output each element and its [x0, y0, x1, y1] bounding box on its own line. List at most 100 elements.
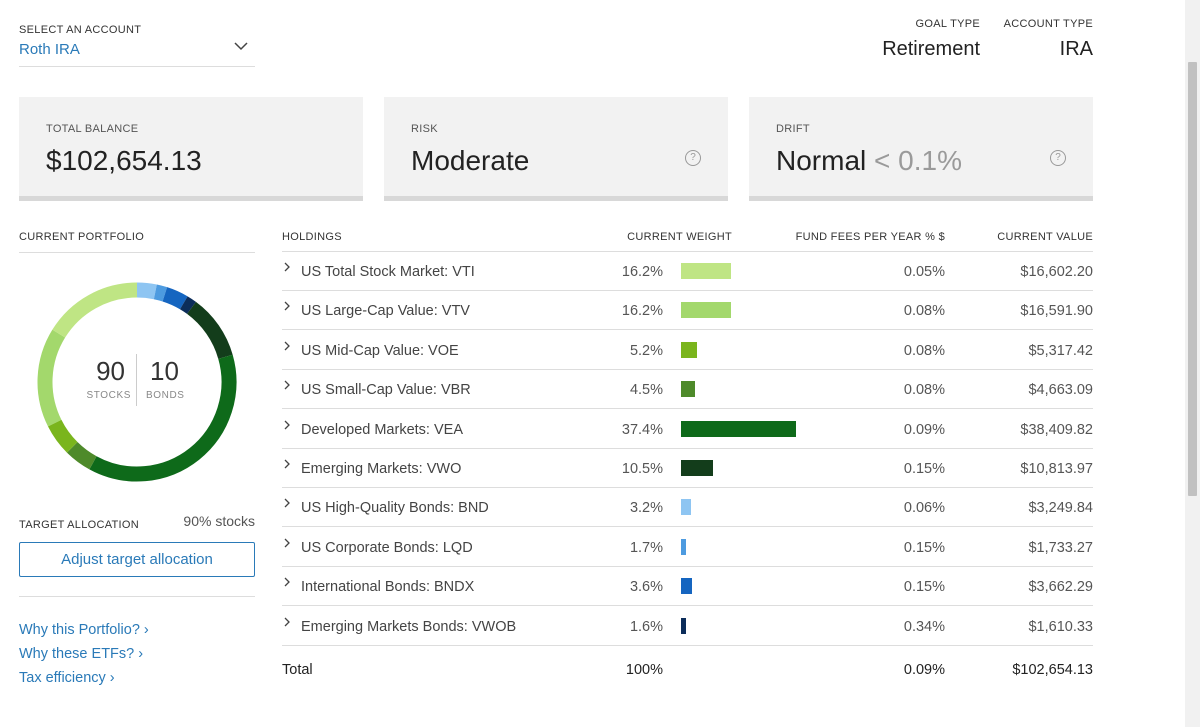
- divider: [19, 596, 255, 597]
- allocation-split: 90 STOCKS 10 BONDS: [35, 280, 239, 484]
- chevron-right-icon[interactable]: [282, 496, 292, 510]
- chevron-right-icon[interactable]: [282, 260, 292, 274]
- holding-value: $38,409.82: [1020, 421, 1093, 438]
- holding-value: $1,610.33: [1028, 618, 1093, 635]
- chevron-right-icon[interactable]: [282, 457, 292, 471]
- chevron-right-icon[interactable]: [282, 299, 292, 313]
- holding-weight: 10.5%: [621, 461, 663, 477]
- stocks-label: STOCKS: [86, 390, 131, 401]
- current-portfolio-label: CURRENT PORTFOLIO: [19, 231, 255, 253]
- chevron-right-icon[interactable]: [282, 536, 292, 550]
- weight-bar: [681, 381, 695, 398]
- holding-value: $5,317.42: [1028, 342, 1093, 359]
- donut-segment: [136, 282, 157, 300]
- drift-detail: < 0.1%: [874, 145, 962, 176]
- holding-value: $4,663.09: [1028, 382, 1093, 399]
- holding-weight: 3.2%: [629, 500, 663, 517]
- holding-weight: 37.4%: [621, 421, 663, 438]
- donut-segment: [89, 354, 237, 482]
- chevron-right-icon[interactable]: [282, 378, 292, 392]
- holding-weight: 16.2%: [621, 303, 663, 320]
- risk-label: RISK: [411, 123, 438, 135]
- target-allocation-value: 90% stocks: [183, 513, 255, 529]
- chevron-right-icon[interactable]: [282, 418, 292, 432]
- bonds-percent: 10: [150, 356, 179, 386]
- donut-segment: [52, 282, 138, 338]
- table-row[interactable]: International Bonds: BNDX 3.6% 0.15% $3,662…: [282, 567, 1093, 607]
- holding-name: Emerging Markets: VWO: [301, 461, 462, 477]
- total-balance-value: $102,654.13: [46, 145, 202, 176]
- account-selector-label: SELECT AN ACCOUNT: [19, 24, 142, 36]
- holding-name: Emerging Markets Bonds: VWOB: [301, 618, 517, 635]
- holding-weight: 4.5%: [629, 382, 663, 399]
- risk-card: RISK Moderate ?: [384, 97, 728, 201]
- chevron-right-icon[interactable]: [282, 615, 292, 629]
- table-row[interactable]: US Large-Cap Value: VTV 16.2% 0.08% $16,591…: [282, 291, 1093, 331]
- split-divider: [136, 354, 137, 406]
- table-row[interactable]: Developed Markets: VEA 37.4% 0.09% $38,409.…: [282, 410, 1093, 449]
- holding-name: US Small-Cap Value: VBR: [301, 382, 471, 399]
- table-row[interactable]: Emerging Markets: VWO 10.5% 0.15% $10,813.9…: [282, 449, 1093, 488]
- donut-segment: [47, 419, 78, 453]
- total-label: Total: [282, 662, 313, 678]
- goal-type: GOAL TYPE Retirement: [882, 18, 980, 61]
- target-allocation-label: TARGET ALLOCATION: [19, 519, 140, 531]
- holdings-header: HOLDINGS: [282, 231, 342, 243]
- donut-segment: [162, 287, 188, 310]
- header-divider: [282, 251, 1093, 252]
- weight-bar: [681, 460, 714, 476]
- weight-bar: [681, 538, 687, 555]
- holding-weight: 1.7%: [629, 539, 663, 556]
- current-value-header: CURRENT VALUE: [997, 231, 1093, 243]
- chevron-down-icon[interactable]: [233, 39, 249, 53]
- table-row[interactable]: US High-Quality Bonds: BND 3.2% 0.06% $3,24…: [282, 488, 1093, 528]
- current-weight-header: CURRENT WEIGHT: [627, 231, 732, 243]
- goal-type-value: Retirement: [882, 38, 980, 60]
- holding-name: US Total Stock Market: VTI: [301, 264, 475, 280]
- why-these-etfs-link[interactable]: Why these ETFs? ›: [19, 646, 144, 662]
- holding-name: Developed Markets: VEA: [301, 421, 463, 438]
- holding-name: International Bonds: BNDX: [301, 579, 475, 596]
- table-row[interactable]: US Small-Cap Value: VBR 4.5% 0.08% $4,663.0…: [282, 370, 1093, 410]
- help-icon[interactable]: ?: [685, 150, 701, 166]
- account-selector-value[interactable]: Roth IRA: [19, 41, 80, 58]
- donut-segment: [186, 301, 233, 360]
- holding-fee: 0.08%: [903, 342, 945, 359]
- goal-type-label: GOAL TYPE: [915, 18, 980, 30]
- risk-value: Moderate: [411, 145, 530, 176]
- chevron-right-icon[interactable]: [282, 339, 292, 353]
- holding-value: $16,602.20: [1020, 264, 1093, 280]
- holding-value: $1,733.27: [1028, 539, 1093, 556]
- account-selector[interactable]: SELECT AN ACCOUNT Roth IRA: [19, 23, 255, 67]
- adjust-target-allocation-button[interactable]: Adjust target allocation: [19, 542, 255, 577]
- holding-fee: 0.15%: [903, 539, 945, 556]
- table-row[interactable]: US Corporate Bonds: LQD 1.7% 0.15% $1,733.2…: [282, 528, 1093, 567]
- table-row[interactable]: US Mid-Cap Value: VOE 5.2% 0.08% $5,317.42: [282, 331, 1093, 370]
- holding-weight: 1.6%: [629, 618, 663, 635]
- table-row[interactable]: US Total Stock Market: VTI 16.2% 0.05% $16,…: [282, 252, 1093, 291]
- total-balance-label: TOTAL BALANCE: [46, 123, 139, 135]
- drift-value: Normal: [776, 145, 867, 176]
- total-balance-card: TOTAL BALANCE $102,654.13: [19, 97, 363, 201]
- account-type-value: IRA: [1059, 38, 1093, 60]
- drift-card: DRIFT Normal < 0.1% ?: [749, 97, 1093, 201]
- holding-value: $16,591.90: [1020, 303, 1093, 320]
- tax-efficiency-link[interactable]: Tax efficiency ›: [19, 670, 115, 686]
- holding-weight: 16.2%: [621, 264, 663, 280]
- donut-segment: [153, 284, 168, 302]
- why-this-portfolio-link[interactable]: Why this Portfolio? ›: [19, 622, 149, 638]
- chevron-right-icon[interactable]: [282, 575, 292, 589]
- info-links: Why this Portfolio? › Why these ETFs? › …: [19, 622, 149, 694]
- holding-value: $10,813.97: [1020, 461, 1093, 477]
- table-row[interactable]: Emerging Markets Bonds: VWOB 1.6% 0.34% $1,…: [282, 607, 1093, 646]
- account-type: ACCOUNT TYPE IRA: [1004, 18, 1093, 61]
- total-fee: 0.09%: [903, 662, 945, 678]
- scrollbar-thumb[interactable]: [1188, 62, 1197, 496]
- holding-value: $3,249.84: [1028, 500, 1093, 517]
- weight-bar: [681, 578, 693, 595]
- stocks-percent: 90: [96, 356, 125, 386]
- holding-fee: 0.06%: [903, 500, 945, 517]
- holding-fee: 0.09%: [903, 421, 945, 438]
- help-icon[interactable]: ?: [1050, 150, 1066, 166]
- holding-name: US High-Quality Bonds: BND: [301, 500, 489, 517]
